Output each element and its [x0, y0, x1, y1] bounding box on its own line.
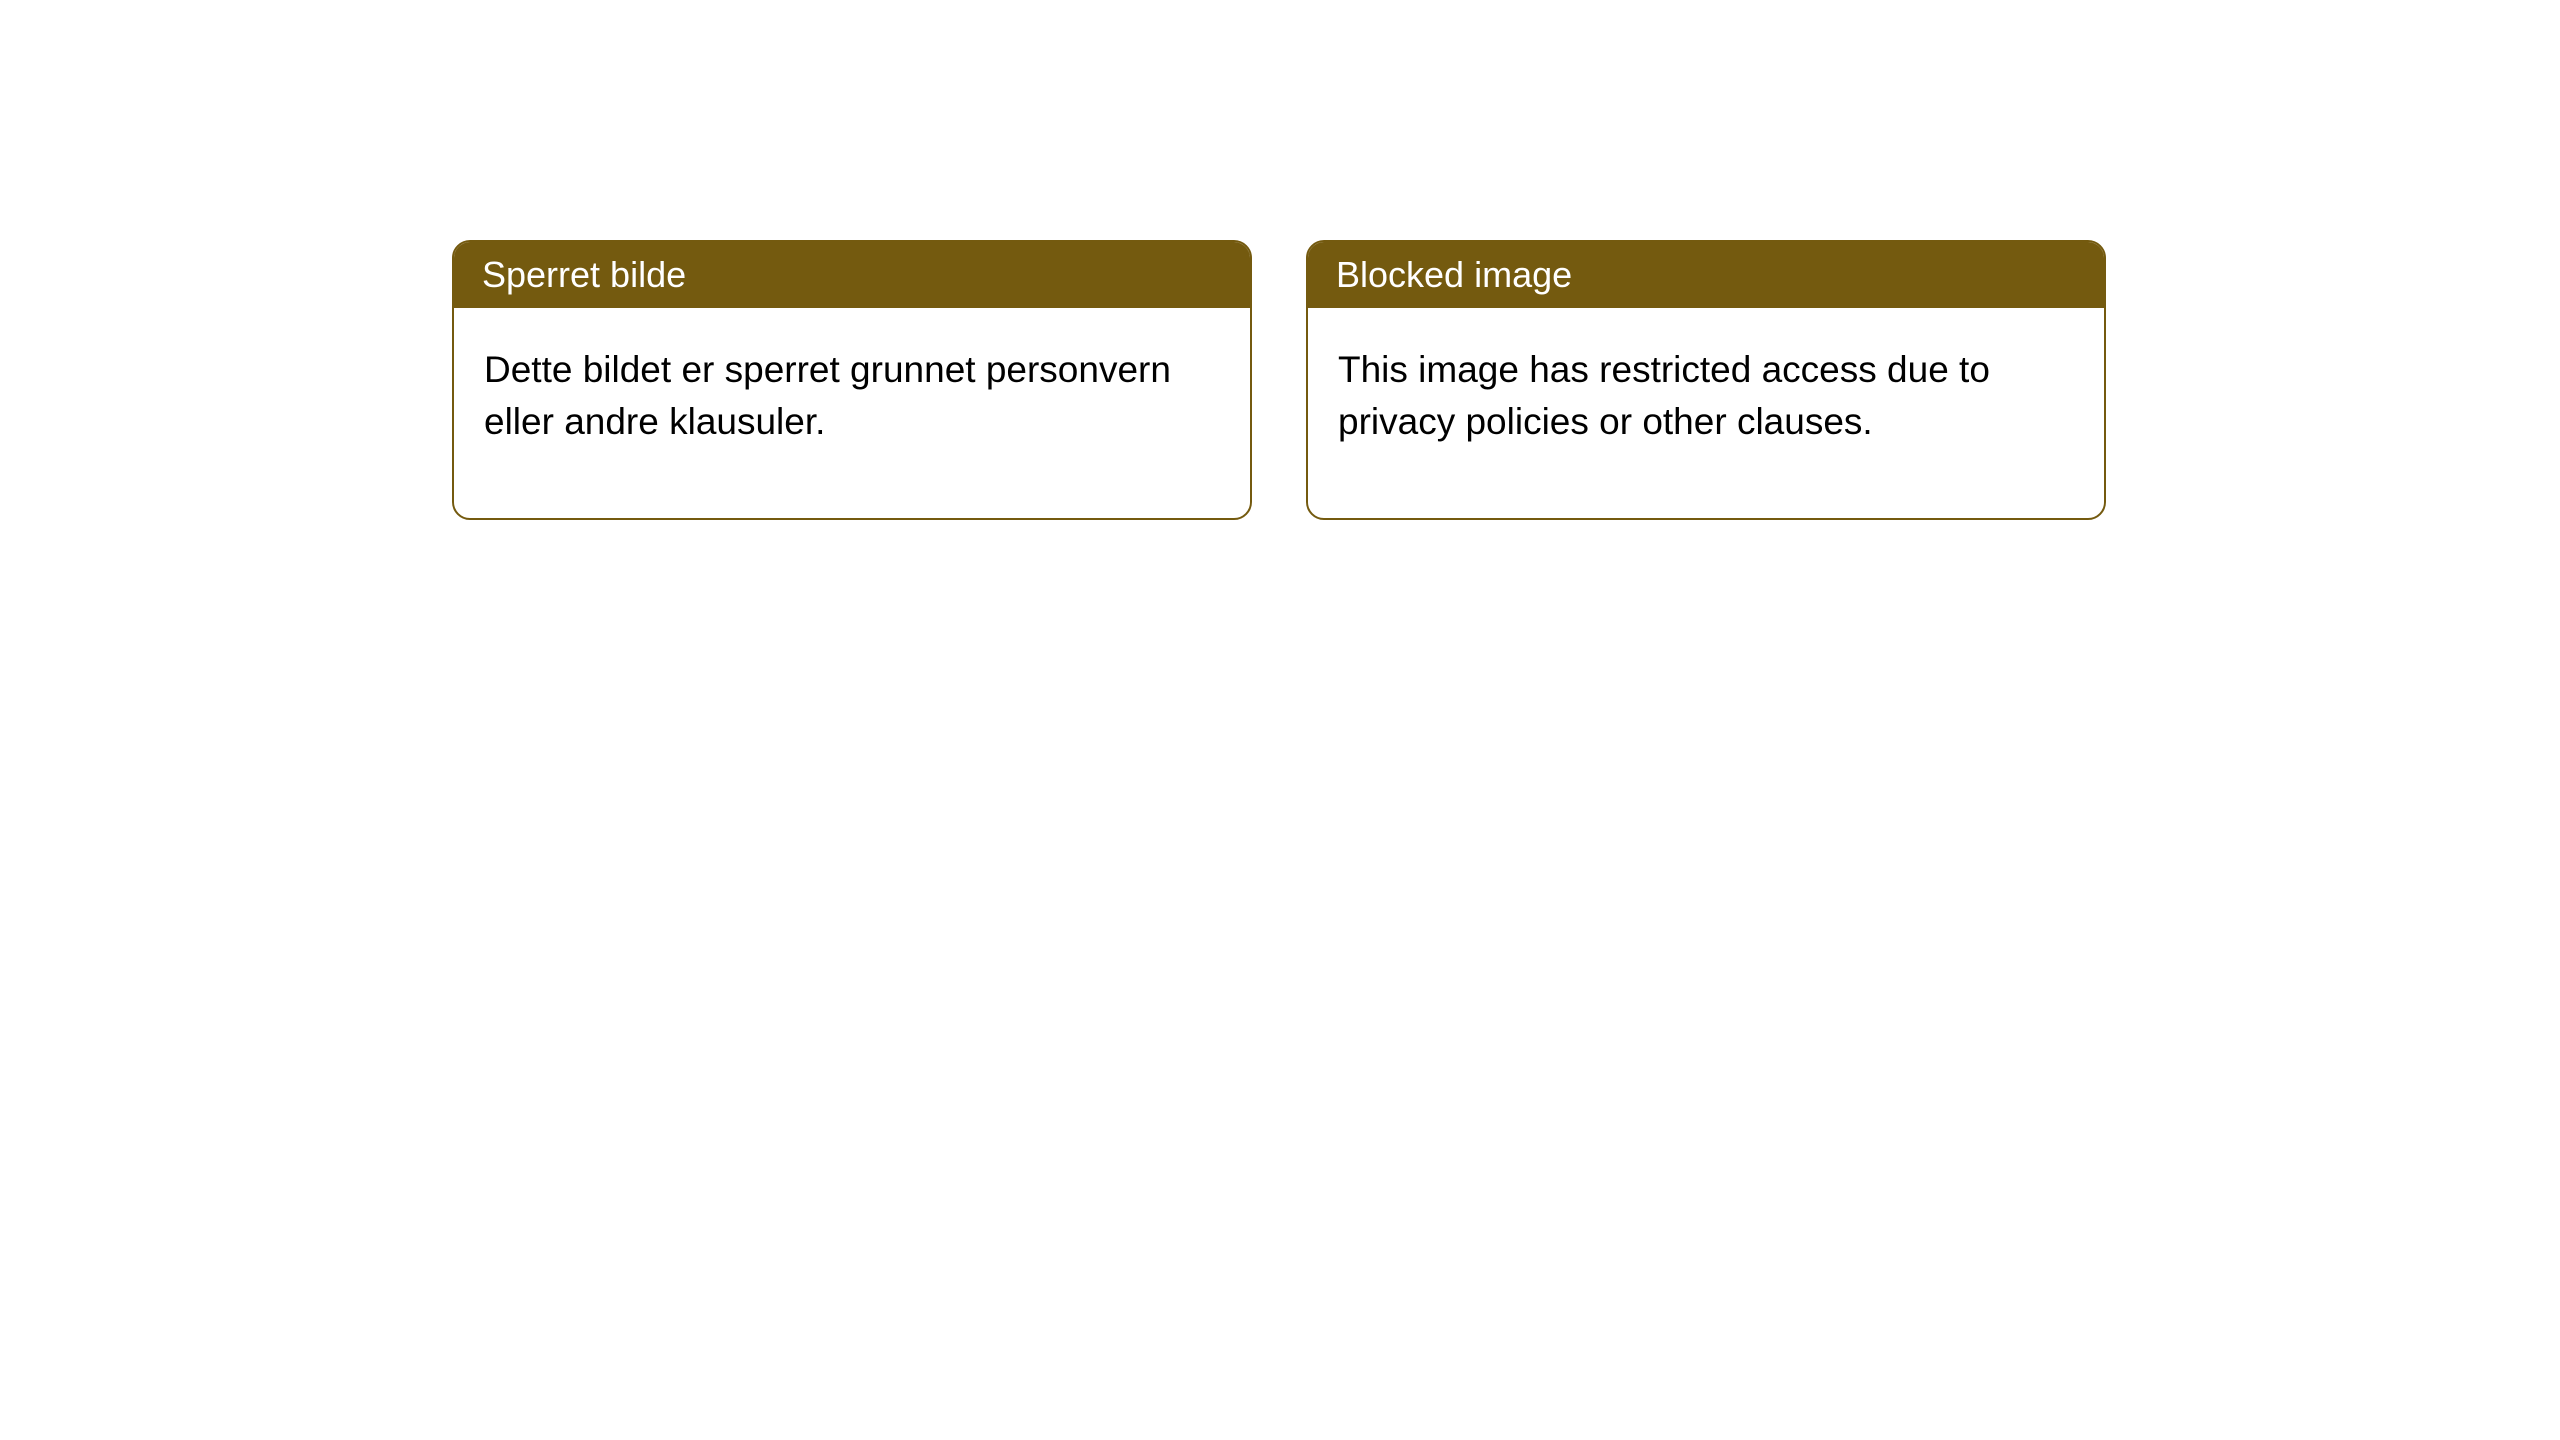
notice-body-en: This image has restricted access due to …	[1308, 308, 2104, 518]
notice-card-no: Sperret bilde Dette bildet er sperret gr…	[452, 240, 1252, 520]
notice-container: Sperret bilde Dette bildet er sperret gr…	[0, 0, 2560, 520]
notice-title-no: Sperret bilde	[454, 242, 1250, 308]
notice-body-no: Dette bildet er sperret grunnet personve…	[454, 308, 1250, 518]
notice-card-en: Blocked image This image has restricted …	[1306, 240, 2106, 520]
notice-title-en: Blocked image	[1308, 242, 2104, 308]
